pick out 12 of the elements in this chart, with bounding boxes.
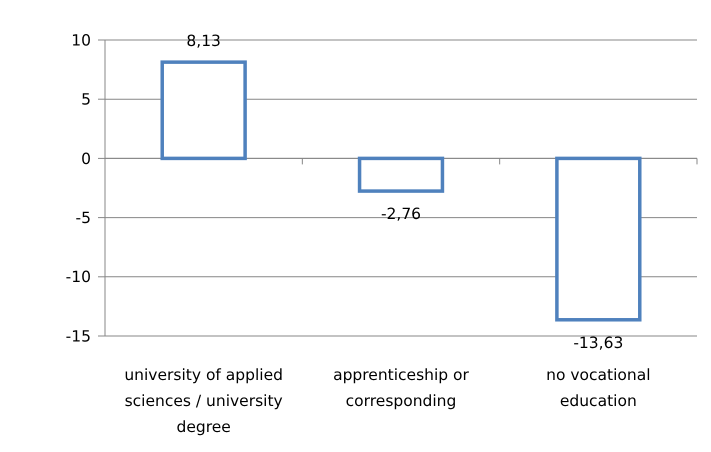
x-tick-label: no vocational education	[546, 366, 651, 410]
data-label: 8,13	[186, 32, 221, 50]
y-tick-label: -10	[66, 268, 91, 286]
y-tick-label: 10	[71, 31, 91, 50]
y-tick-label: 0	[81, 150, 91, 168]
y-tick-label: -15	[66, 327, 91, 346]
y-tick-label: 5	[81, 90, 91, 109]
x-tick-label: university of applied sciences / university degree	[124, 366, 283, 436]
data-label: -13,63	[573, 334, 624, 352]
x-tick-label: apprenticeship or corresponding	[333, 366, 470, 410]
y-tick-label: -5	[76, 209, 91, 228]
data-label: -2,76	[380, 205, 422, 224]
